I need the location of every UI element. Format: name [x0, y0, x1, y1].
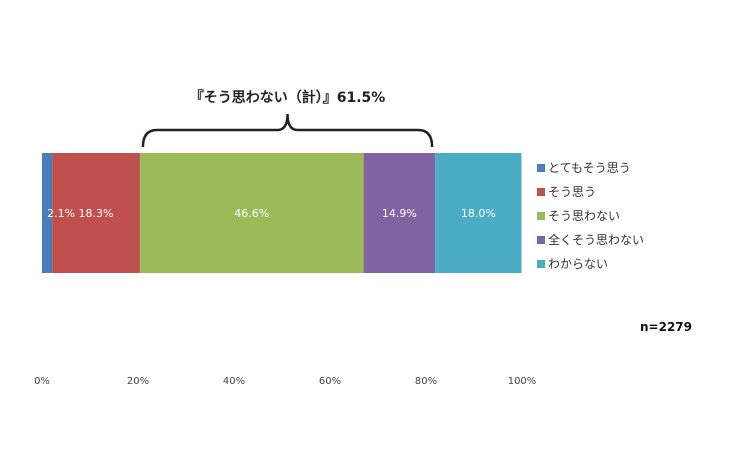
segment-value-label: 18.3%: [79, 207, 114, 220]
legend-swatch: [537, 188, 545, 196]
segment-value-label: 2.1%: [47, 207, 75, 220]
bar-segment: [52, 153, 140, 273]
legend-label: そう思う: [548, 185, 596, 199]
legend-label: とてもそう思う: [548, 161, 631, 175]
x-tick-label: 80%: [415, 376, 437, 387]
x-axis-ticks: 0% 20% 40% 60% 80% 100%: [34, 376, 536, 387]
legend-label: わからない: [548, 257, 608, 271]
x-tick-label: 0%: [34, 376, 50, 387]
legend-label: 全くそう思わない: [548, 232, 644, 247]
x-tick-label: 20%: [127, 376, 149, 387]
legend-swatch: [537, 212, 545, 220]
bar-group: [42, 153, 522, 273]
annotation-label: 『そう思わない（計）』61.5%: [190, 89, 386, 106]
segment-value-label: 18.0%: [461, 207, 496, 220]
legend-label: そう思わない: [548, 209, 620, 223]
sample-size: n=2279: [640, 320, 692, 334]
legend-swatch: [537, 260, 545, 268]
bracket: [141, 113, 434, 148]
x-tick-label: 60%: [319, 376, 341, 387]
segment-label-group: 2.1% 18.3% 46.6% 14.9% 18.0%: [47, 207, 496, 220]
legend-swatch: [537, 164, 545, 172]
segment-value-label: 14.9%: [382, 207, 417, 220]
x-tick-label: 100%: [508, 376, 537, 387]
bar-segment: [139, 153, 364, 273]
segment-value-label: 46.6%: [234, 207, 269, 220]
bar-segment: [42, 153, 53, 273]
bar-segment: [435, 153, 522, 273]
x-tick-label: 40%: [223, 376, 245, 387]
legend-swatch: [537, 236, 545, 244]
bar-segment: [363, 153, 436, 273]
